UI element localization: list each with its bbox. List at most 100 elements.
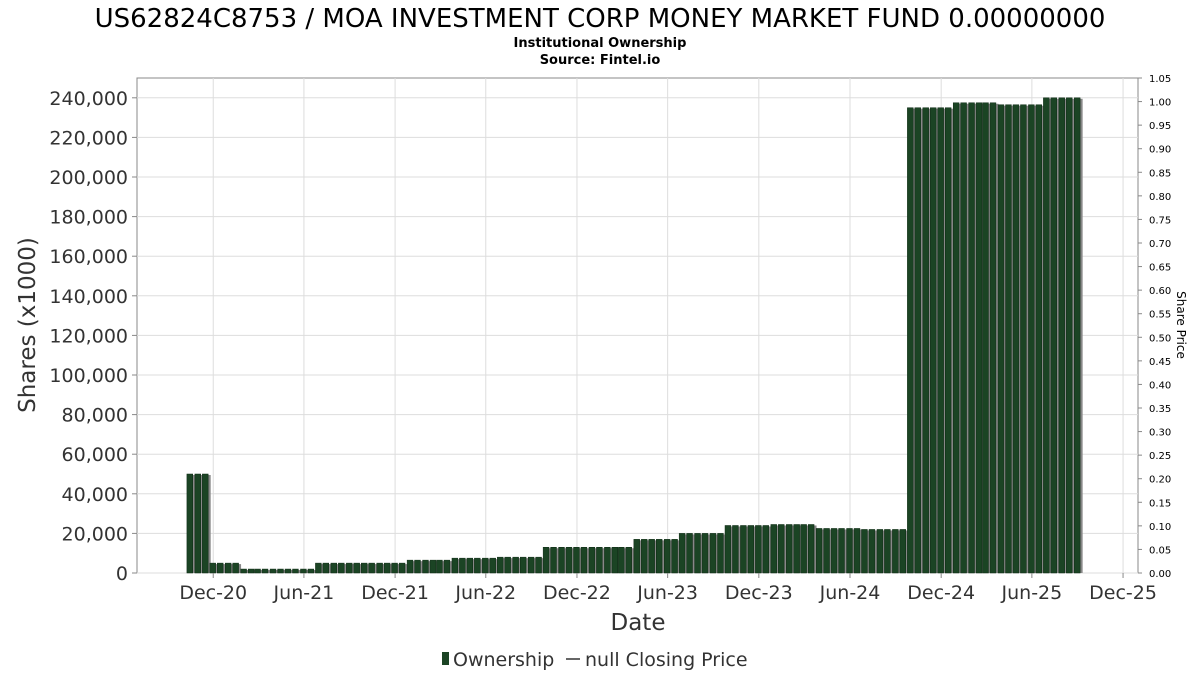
y-axis-left: 0 20,000 40,000 60,000 80,000 100,000 120,000 1… (49, 88, 137, 585)
ownership-bar (1012, 104, 1020, 574)
y-tick-label: 80,000 (62, 405, 128, 427)
chart-title: US62824C8753 / MOA INVESTMENT CORP MONEY… (95, 4, 1106, 34)
ownership-bar (247, 568, 255, 574)
ownership-bar (604, 547, 611, 574)
ownership-bar (512, 556, 519, 574)
ownership-bar (588, 547, 596, 574)
ownership-bar (489, 557, 496, 574)
ownership-bar (740, 525, 747, 574)
ownership-bar (451, 557, 459, 574)
x-tick-label: Jun-24 (819, 582, 881, 604)
x-tick-label: Jun-23 (636, 582, 698, 604)
x-tick-label: Dec-21 (361, 582, 429, 604)
ownership-bar (876, 529, 884, 574)
y-axis-title: Shares (x1000) (15, 237, 41, 413)
ownership-bar (899, 529, 906, 574)
y-tick-label: 180,000 (49, 207, 128, 229)
ownership-bar (225, 562, 232, 574)
y-right-tick-label: 0.40 (1149, 380, 1171, 391)
ownership-bar (937, 107, 944, 574)
ownership-bar (709, 533, 717, 574)
ownership-bar (1074, 97, 1081, 574)
ownership-bar (625, 547, 632, 574)
ownership-bar (762, 525, 769, 574)
ownership-bar (535, 556, 542, 574)
ownership-bar (861, 529, 868, 574)
y-tick-label: 200,000 (49, 167, 128, 189)
ownership-bar (800, 524, 807, 574)
ownership-bar (1058, 97, 1065, 574)
ownership-bar (846, 528, 853, 574)
x-tick-label: Dec-23 (725, 582, 793, 604)
ownership-bar (558, 547, 565, 574)
y-right-tick-label: 0.60 (1149, 286, 1171, 297)
ownership-bar (1050, 97, 1057, 574)
ownership-bar (830, 528, 838, 574)
ownership-bar (952, 102, 960, 574)
ownership-bar (436, 559, 443, 574)
ownership-bar (641, 539, 648, 574)
ownership-bar (429, 559, 437, 574)
y-right-tick-label: 0.90 (1149, 145, 1171, 156)
y-right-tick-label: 0.10 (1149, 522, 1171, 533)
ownership-bar (338, 562, 345, 574)
ownership-bar (770, 524, 777, 574)
legend-price-label: null Closing Price (585, 649, 748, 671)
ownership-bar (209, 562, 216, 574)
ownership-bar (300, 568, 307, 574)
y-right-tick-label: 1.00 (1149, 98, 1171, 109)
y-right-tick-label: 0.30 (1149, 428, 1171, 439)
y-tick-label: 120,000 (49, 325, 128, 347)
y-tick-label: 160,000 (49, 246, 128, 268)
ownership-bar (671, 539, 678, 574)
ownership-bar (717, 533, 724, 574)
y-tick-label: 60,000 (62, 444, 128, 466)
ownership-bar (194, 473, 201, 574)
y-right-tick-label: 0.00 (1149, 569, 1171, 580)
ownership-bar (391, 562, 398, 574)
y-tick-label: 20,000 (62, 523, 128, 545)
ownership-bar (330, 562, 337, 574)
y-tick-label: 40,000 (62, 484, 128, 506)
chart-source: Source: Fintel.io (540, 53, 661, 68)
ownership-bar (686, 533, 693, 574)
ownership-bar (815, 528, 823, 574)
ownership-bar (361, 562, 368, 574)
ownership-bar (793, 524, 800, 574)
y-right-tick-label: 0.65 (1149, 263, 1171, 274)
ownership-bar (724, 525, 732, 574)
legend-ownership-label: Ownership (453, 649, 554, 671)
ownership-bar (398, 562, 406, 574)
ownership-bar (474, 557, 481, 574)
legend-ownership-swatch (442, 652, 449, 665)
ownership-bar (997, 104, 1005, 574)
ownership-bar (755, 525, 762, 574)
y-right-tick-label: 0.85 (1149, 168, 1171, 179)
ownership-bar (1066, 97, 1073, 574)
ownership-bar (353, 562, 360, 574)
ownership-bar (611, 547, 618, 574)
x-axis-title: Date (611, 610, 666, 636)
ownership-bar (383, 562, 391, 574)
ownership-bar (701, 533, 709, 574)
ownership-bar (678, 533, 686, 574)
ownership-bar (868, 529, 876, 574)
y-right-tick-label: 0.55 (1149, 310, 1171, 321)
ownership-bar (1005, 104, 1012, 574)
ownership-bar (240, 568, 247, 574)
ownership-bar (884, 529, 891, 574)
ownership-bar (580, 547, 588, 574)
x-tick-label: Jun-22 (454, 582, 516, 604)
ownership-bar (596, 547, 603, 574)
ownership-bar (261, 568, 269, 574)
y-right-tick-label: 0.15 (1149, 498, 1171, 509)
y-right-tick-label: 0.75 (1149, 215, 1171, 226)
ownership-bar (202, 473, 209, 574)
ownership-bar (527, 556, 535, 574)
ownership-bar (838, 528, 845, 574)
x-tick-label: Dec-25 (1089, 582, 1157, 604)
y-tick-label: 220,000 (49, 127, 128, 149)
bar-series-ownership (186, 97, 1083, 574)
y-tick-label: 140,000 (49, 286, 128, 308)
ownership-bar (663, 539, 671, 574)
